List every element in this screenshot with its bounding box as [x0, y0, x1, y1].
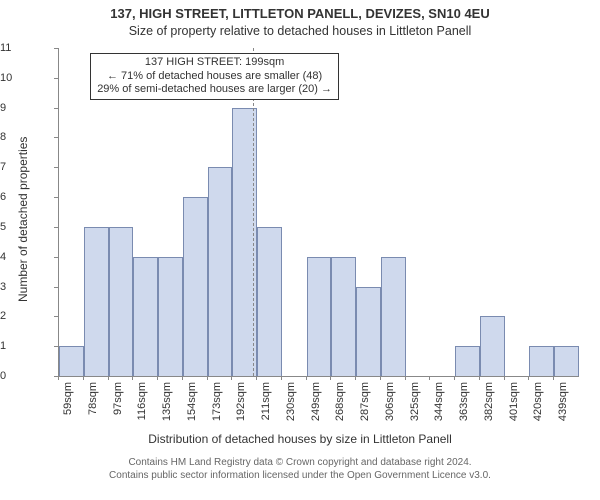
- x-tick-label: 401sqm: [508, 382, 520, 432]
- histogram-bar: [455, 346, 480, 376]
- histogram-bar: [84, 227, 109, 376]
- x-tick-mark: [429, 376, 430, 380]
- y-tick-label: 6: [0, 191, 50, 203]
- histogram-bar: [59, 346, 84, 376]
- x-tick-mark: [256, 376, 257, 380]
- x-tick-label: 382sqm: [483, 382, 495, 432]
- x-tick-mark: [58, 376, 59, 380]
- y-tick-mark: [54, 167, 58, 168]
- x-tick-mark: [405, 376, 406, 380]
- chart-subtitle: Size of property relative to detached ho…: [0, 24, 600, 38]
- footer-line-1: Contains HM Land Registry data © Crown c…: [128, 457, 471, 468]
- y-tick-mark: [54, 287, 58, 288]
- x-tick-label: 135sqm: [161, 382, 173, 432]
- y-tick-mark: [54, 197, 58, 198]
- annotation-line-2: ← 71% of detached houses are smaller (48…: [97, 70, 332, 84]
- y-tick-label: 4: [0, 251, 50, 263]
- x-tick-mark: [281, 376, 282, 380]
- x-tick-label: 420sqm: [532, 382, 544, 432]
- x-tick-label: 287sqm: [359, 382, 371, 432]
- x-tick-label: 306sqm: [384, 382, 396, 432]
- histogram-bar: [208, 167, 233, 376]
- y-tick-mark: [54, 108, 58, 109]
- histogram-bar: [133, 257, 158, 376]
- y-tick-label: 3: [0, 281, 50, 293]
- histogram-bar: [109, 227, 134, 376]
- x-tick-label: 116sqm: [136, 382, 148, 432]
- x-tick-mark: [355, 376, 356, 380]
- histogram-bar: [529, 346, 554, 376]
- histogram-bar: [381, 257, 406, 376]
- x-tick-mark: [330, 376, 331, 380]
- y-tick-label: 11: [0, 42, 50, 54]
- x-tick-mark: [306, 376, 307, 380]
- histogram-bar: [356, 287, 381, 376]
- x-tick-mark: [207, 376, 208, 380]
- footer-line-2: Contains public sector information licen…: [109, 470, 491, 481]
- x-tick-mark: [454, 376, 455, 380]
- histogram-bar: [554, 346, 579, 376]
- x-tick-mark: [380, 376, 381, 380]
- plot-area: 137 HIGH STREET: 199sqm← 71% of detached…: [58, 48, 579, 377]
- x-tick-mark: [157, 376, 158, 380]
- x-tick-label: 173sqm: [211, 382, 223, 432]
- y-tick-label: 5: [0, 221, 50, 233]
- x-tick-mark: [83, 376, 84, 380]
- x-tick-label: 344sqm: [433, 382, 445, 432]
- y-tick-mark: [54, 257, 58, 258]
- y-tick-mark: [54, 346, 58, 347]
- x-tick-label: 154sqm: [186, 382, 198, 432]
- histogram-bar: [183, 197, 208, 376]
- x-tick-mark: [479, 376, 480, 380]
- annotation-line-3: 29% of semi-detached houses are larger (…: [97, 83, 332, 97]
- x-tick-label: 78sqm: [87, 382, 99, 432]
- y-tick-label: 8: [0, 131, 50, 143]
- y-tick-label: 1: [0, 340, 50, 352]
- x-tick-mark: [182, 376, 183, 380]
- x-tick-label: 97sqm: [112, 382, 124, 432]
- y-tick-label: 9: [0, 102, 50, 114]
- footer-attribution: Contains HM Land Registry data © Crown c…: [0, 456, 600, 482]
- x-tick-label: 439sqm: [557, 382, 569, 432]
- histogram-bar: [331, 257, 356, 376]
- y-tick-mark: [54, 227, 58, 228]
- x-tick-label: 363sqm: [458, 382, 470, 432]
- x-tick-label: 59sqm: [62, 382, 74, 432]
- x-tick-mark: [504, 376, 505, 380]
- y-tick-mark: [54, 48, 58, 49]
- chart-title: 137, HIGH STREET, LITTLETON PANELL, DEVI…: [0, 6, 600, 21]
- x-tick-mark: [132, 376, 133, 380]
- y-tick-label: 10: [0, 72, 50, 84]
- y-tick-mark: [54, 316, 58, 317]
- x-tick-mark: [528, 376, 529, 380]
- x-tick-label: 325sqm: [409, 382, 421, 432]
- x-tick-label: 211sqm: [260, 382, 272, 432]
- x-tick-mark: [231, 376, 232, 380]
- x-tick-mark: [108, 376, 109, 380]
- x-axis-label: Distribution of detached houses by size …: [0, 432, 600, 446]
- y-tick-label: 0: [0, 370, 50, 382]
- y-tick-mark: [54, 78, 58, 79]
- annotation-box: 137 HIGH STREET: 199sqm← 71% of detached…: [90, 53, 339, 100]
- histogram-bar: [480, 316, 505, 376]
- annotation-line-1: 137 HIGH STREET: 199sqm: [97, 56, 332, 70]
- y-tick-label: 2: [0, 310, 50, 322]
- x-tick-label: 230sqm: [285, 382, 297, 432]
- x-tick-mark: [553, 376, 554, 380]
- x-tick-label: 268sqm: [334, 382, 346, 432]
- y-tick-label: 7: [0, 161, 50, 173]
- histogram-bar: [307, 257, 332, 376]
- x-tick-label: 249sqm: [310, 382, 322, 432]
- x-tick-label: 192sqm: [235, 382, 247, 432]
- y-tick-mark: [54, 137, 58, 138]
- histogram-bar: [158, 257, 183, 376]
- histogram-bar: [257, 227, 282, 376]
